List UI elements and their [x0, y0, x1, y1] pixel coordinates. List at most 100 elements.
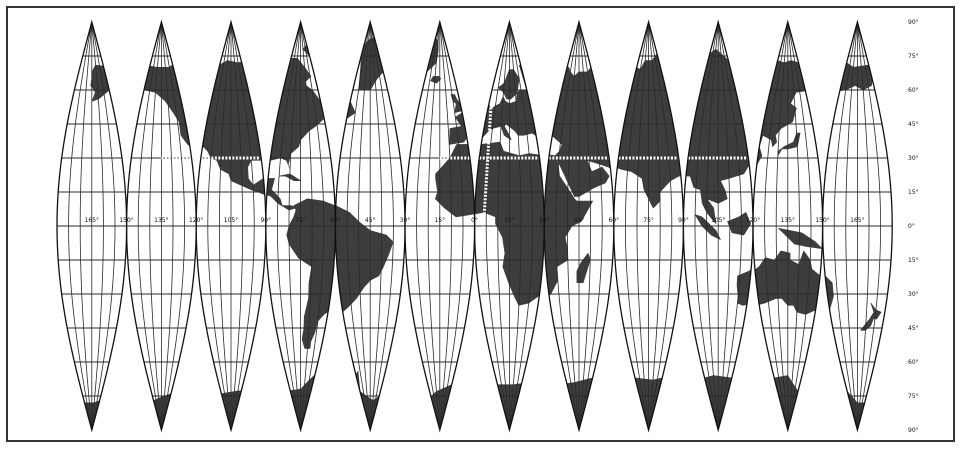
longitude-label: 135°: [154, 217, 168, 224]
meridian-line: [717, 22, 731, 430]
meridian-line: [79, 22, 93, 430]
latitude-label: 0°: [908, 223, 915, 230]
longitude-label: 165°: [850, 217, 864, 224]
meridian-line: [578, 22, 592, 430]
cuba-landmass: [304, 174, 321, 181]
latitude-label: 90°: [908, 427, 919, 434]
meridian-line: [497, 22, 510, 430]
australia-landmass: [822, 250, 834, 315]
latitude-label: 60°: [908, 87, 919, 94]
greenland-landmass: [602, 38, 801, 90]
gore-11-outline: [752, 19, 824, 433]
meridian-line: [300, 22, 325, 430]
iceland-landmass: [391, 76, 401, 84]
meridian-line: [276, 22, 301, 430]
gore-11-grid: [753, 22, 823, 430]
antarctica-landmass: [753, 370, 810, 430]
iceland-landmass: [268, 76, 285, 83]
antarctica-landmass: [196, 370, 266, 430]
latitude-label: 75°: [908, 53, 919, 60]
longitude-label: 90°: [678, 217, 689, 224]
meridian-line: [346, 22, 371, 430]
meridian-line: [578, 22, 603, 430]
meridian-line: [369, 22, 394, 430]
arabia-fill-landmass: [558, 150, 610, 197]
baffin-island-landmass: [456, 58, 499, 83]
longitude-label: 45°: [574, 217, 585, 224]
map-frame: [6, 6, 955, 442]
meridian-line: [706, 22, 719, 430]
antarctica-landmass: [822, 370, 865, 430]
meridian-line: [833, 22, 858, 430]
longitude-label: 30°: [400, 217, 411, 224]
meridian-line: [648, 22, 673, 430]
gore-7-outline: [473, 19, 545, 433]
meridian-line: [624, 22, 649, 430]
meridian-line: [775, 22, 789, 430]
gore-8-grid: [544, 22, 614, 430]
iceland-landmass: [665, 76, 687, 83]
meridian-line: [68, 22, 93, 430]
meridian-line: [207, 22, 232, 430]
meridian-line: [845, 22, 858, 430]
graticule-layer: [57, 22, 893, 430]
greenland-landmass: [405, 37, 439, 91]
longitude-label: 150°: [119, 217, 133, 224]
north-america-landmass: [265, 60, 331, 211]
longitude-label: 120°: [746, 217, 760, 224]
meridian-line: [218, 22, 232, 430]
longitude-label: 60°: [608, 217, 619, 224]
europe-landmass: [474, 69, 534, 145]
gore-6-grid: [405, 22, 475, 430]
latitude-label: 60°: [908, 359, 919, 366]
cuba-landmass: [299, 174, 317, 181]
meridian-line: [91, 22, 116, 430]
north-america-landmass: [126, 60, 197, 211]
highlight-lines-layer: [161, 89, 749, 295]
meridian-line: [300, 22, 313, 430]
meridian-line: [485, 22, 510, 430]
gore-outline-layer: [56, 19, 893, 433]
meridian-line: [288, 22, 301, 430]
meridian-line: [439, 22, 464, 430]
iceland-landmass: [548, 76, 563, 83]
longitude-label: 30°: [539, 217, 550, 224]
new-zealand-landmass: [860, 302, 882, 331]
new-zealand-landmass: [669, 303, 763, 330]
gore-10-outline: [682, 19, 754, 433]
meridian-line: [857, 22, 870, 430]
gore-12-outline: [821, 19, 893, 433]
longitude-label: 135°: [781, 217, 795, 224]
meridian-line: [161, 22, 186, 430]
gore-7-grid: [474, 22, 545, 430]
greenland-landmass: [474, 37, 499, 91]
longitude-label: 105°: [224, 217, 238, 224]
meridian-line: [764, 22, 789, 430]
longitude-label: 75°: [295, 217, 306, 224]
meridian-line: [857, 22, 882, 430]
antarctica-landmass: [613, 370, 684, 430]
gore-2-outline: [125, 19, 197, 433]
longitude-label: 75°: [643, 217, 654, 224]
meridian-line: [91, 22, 104, 430]
gore-9-outline: [613, 19, 685, 433]
latitude-label: 75°: [908, 393, 919, 400]
gore-3-outline: [195, 19, 267, 433]
new-guinea-landmass: [778, 228, 823, 249]
gore-6-outline: [404, 19, 476, 433]
meridian-line: [636, 22, 649, 430]
longitude-label: 45°: [365, 217, 376, 224]
latitude-label: 90°: [908, 19, 919, 26]
latitude-label: 45°: [908, 121, 919, 128]
latitude-label: 30°: [908, 291, 919, 298]
gore-10-grid: [683, 22, 753, 430]
meridian-line: [416, 22, 441, 430]
longitude-labels: 165° 150° 135° 120° 105° 90° 75° 60° 45° 30° 15° 0°…: [85, 217, 865, 224]
europe-landmass: [242, 70, 430, 145]
meridian-line: [230, 22, 244, 430]
asia-landmass: [683, 48, 753, 224]
meridian-line: [566, 22, 580, 430]
highlight-meridian: [477, 89, 494, 295]
meridian-line: [555, 22, 580, 430]
